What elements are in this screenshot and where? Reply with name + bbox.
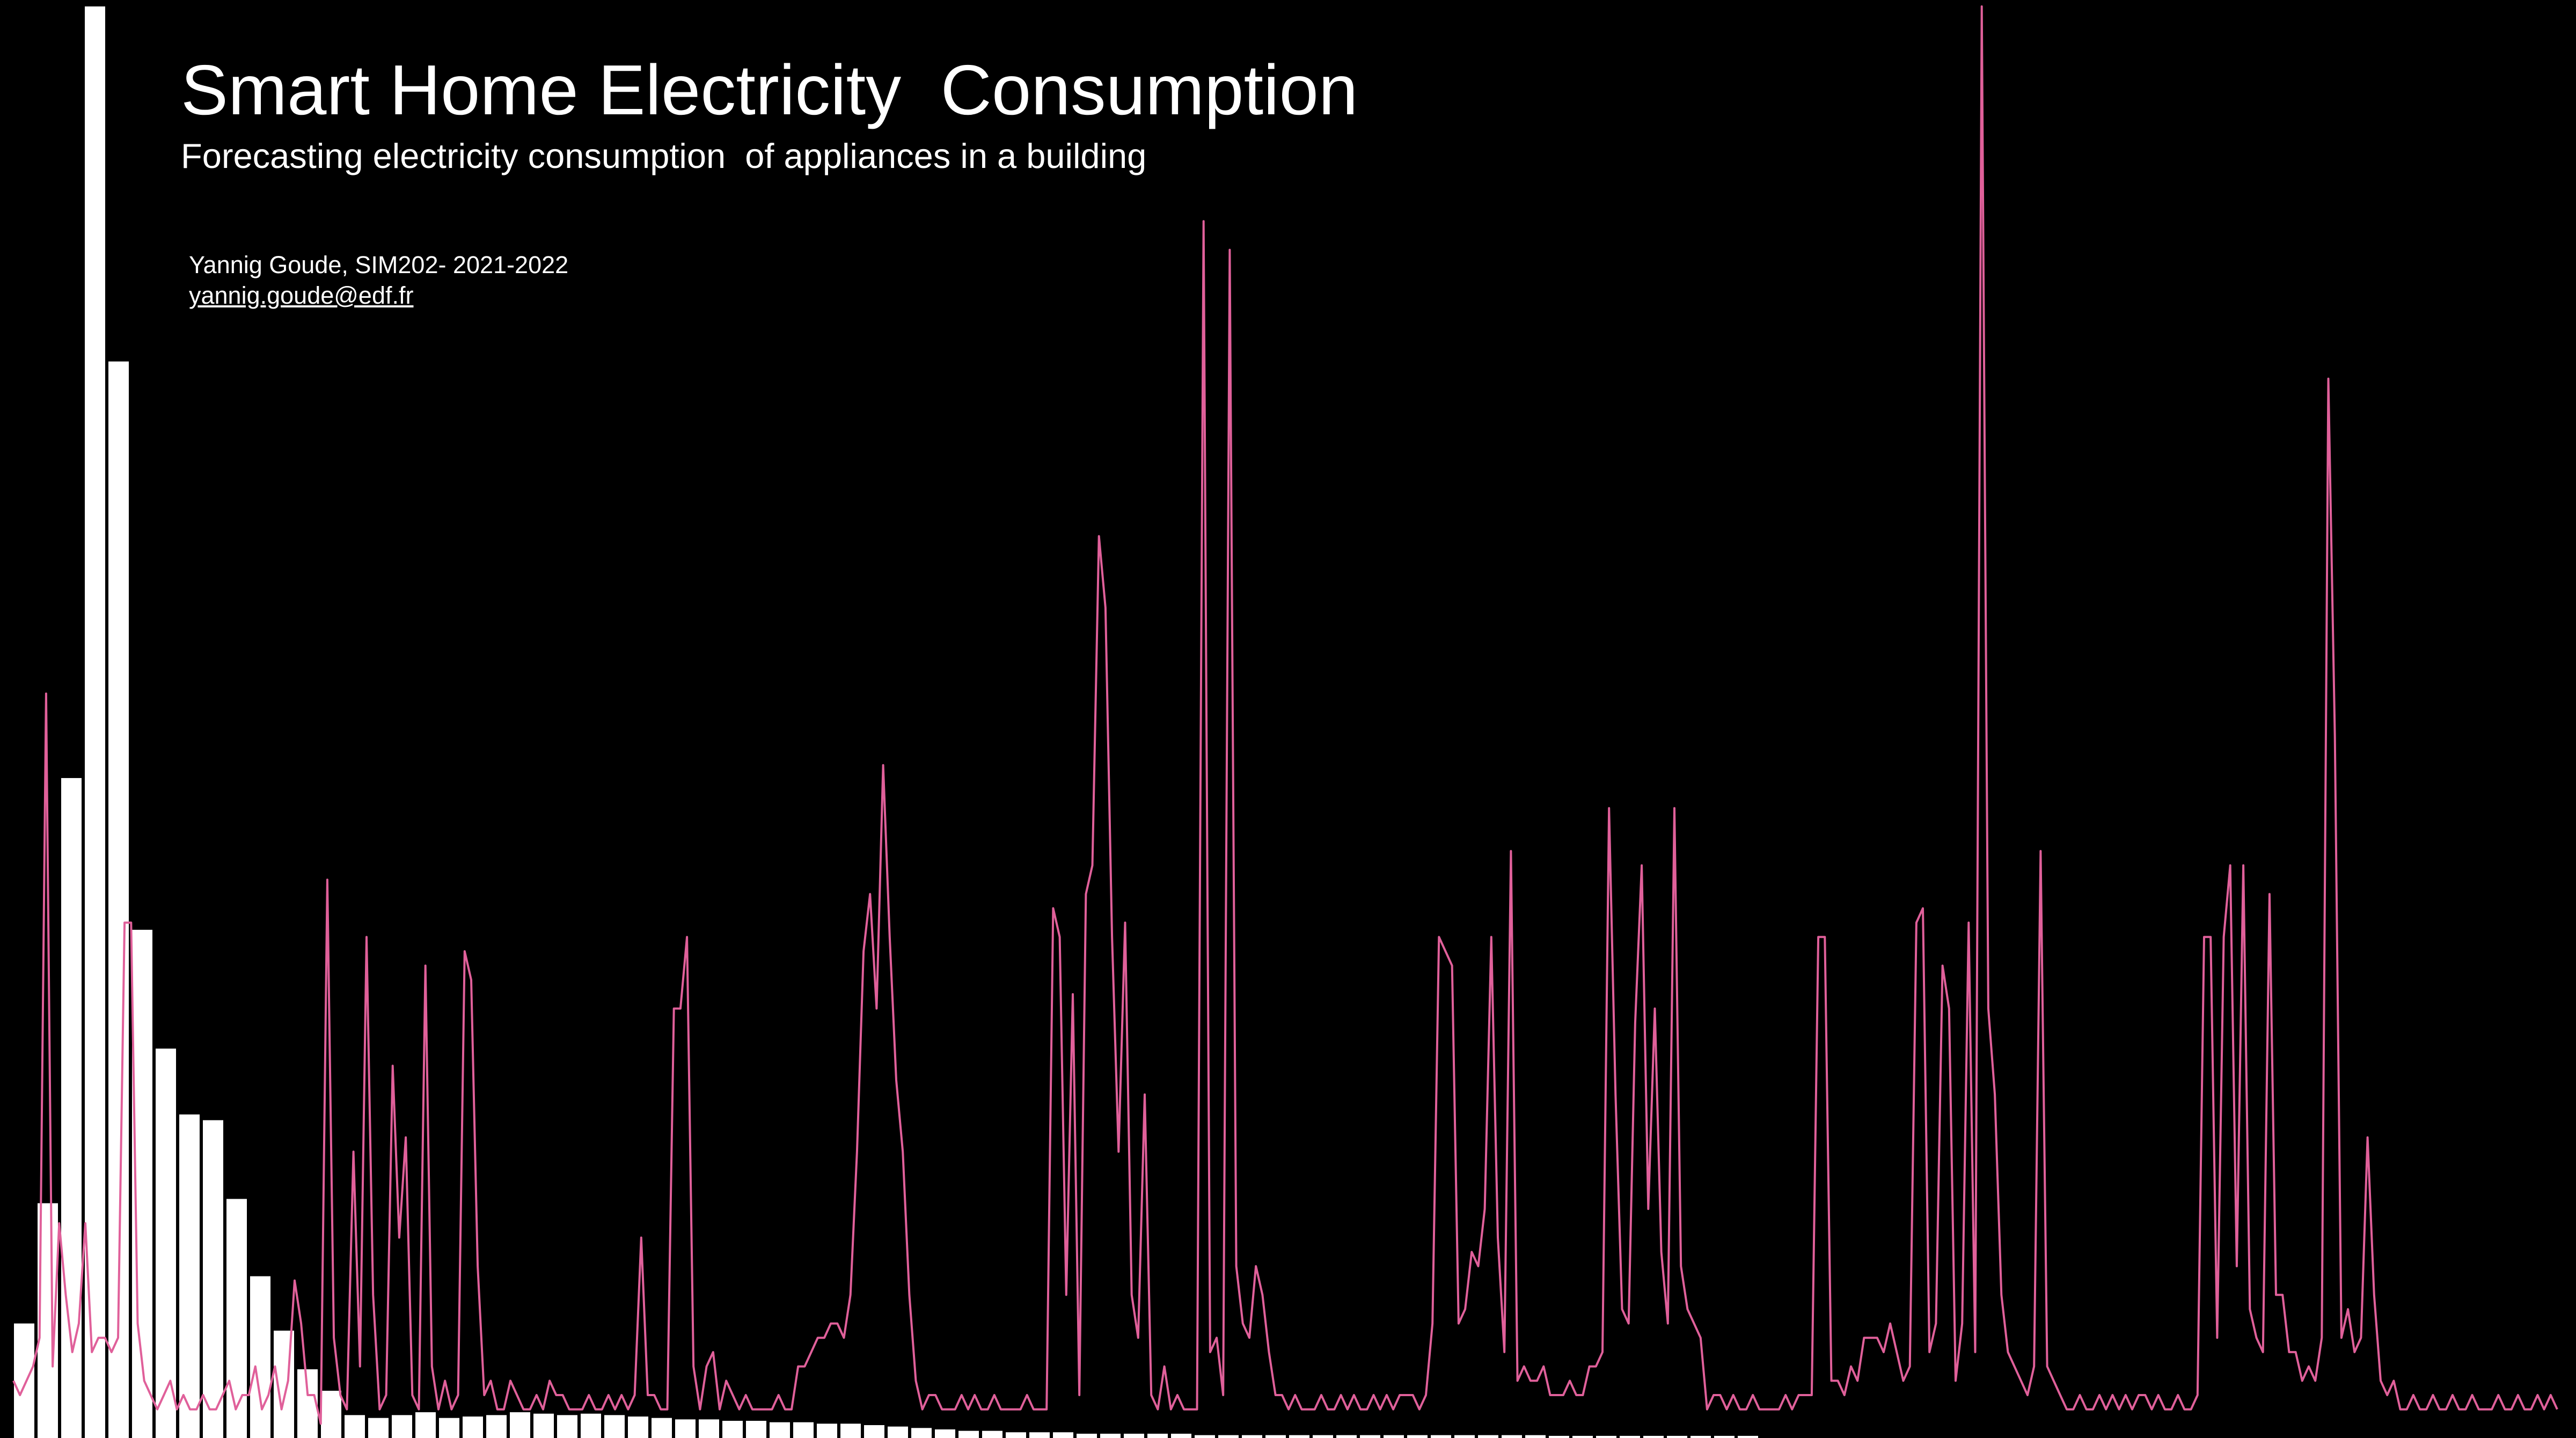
histogram-bar bbox=[297, 1369, 318, 1438]
histogram-bar bbox=[85, 6, 105, 1438]
histogram-bar bbox=[1265, 1435, 1286, 1438]
histogram-bar bbox=[770, 1422, 790, 1438]
histogram-bar bbox=[793, 1422, 814, 1438]
histogram-bar bbox=[1431, 1435, 1451, 1438]
histogram-bar bbox=[1360, 1435, 1380, 1438]
histogram-bar bbox=[415, 1412, 436, 1438]
histogram-bar bbox=[321, 1391, 341, 1438]
histogram-bar bbox=[345, 1415, 365, 1438]
histogram-bar bbox=[226, 1199, 247, 1438]
histogram-bar bbox=[888, 1427, 908, 1438]
histogram-bar bbox=[1006, 1432, 1026, 1438]
consumption-series bbox=[13, 6, 2557, 1424]
histogram-bar bbox=[179, 1114, 200, 1438]
histogram-bar bbox=[1053, 1432, 1073, 1438]
consumption-line bbox=[13, 6, 2557, 1424]
histogram-bar bbox=[652, 1418, 672, 1438]
histogram-bar bbox=[510, 1412, 530, 1438]
histogram-bar bbox=[533, 1414, 554, 1438]
histogram-bar bbox=[203, 1120, 223, 1438]
histogram-bar bbox=[1620, 1436, 1640, 1438]
histogram-bar bbox=[1549, 1436, 1569, 1438]
histogram-bar bbox=[817, 1424, 837, 1438]
histogram-bar bbox=[1195, 1435, 1215, 1438]
histogram-bar bbox=[699, 1419, 719, 1438]
histogram-bar bbox=[392, 1415, 412, 1438]
histogram-bar bbox=[1384, 1435, 1404, 1438]
histogram-bar bbox=[840, 1424, 861, 1438]
histogram-bar bbox=[1029, 1432, 1050, 1438]
histogram-bar bbox=[982, 1431, 1002, 1438]
histogram-bar bbox=[250, 1276, 270, 1438]
histogram-bar bbox=[1171, 1434, 1191, 1438]
histogram-bar bbox=[1242, 1435, 1262, 1438]
histogram-bar bbox=[604, 1415, 625, 1438]
histogram-bar bbox=[935, 1429, 955, 1438]
histogram-bar bbox=[1690, 1436, 1711, 1438]
histogram-bar bbox=[439, 1418, 459, 1438]
histogram-bar bbox=[1289, 1435, 1309, 1438]
histogram-bar bbox=[746, 1421, 766, 1438]
histogram-bar bbox=[1714, 1436, 1735, 1438]
histogram-bar bbox=[557, 1415, 577, 1438]
histogram-bar bbox=[722, 1421, 743, 1438]
histogram-bar bbox=[581, 1414, 601, 1438]
histogram-bar bbox=[1643, 1436, 1664, 1438]
histogram-bar bbox=[1077, 1434, 1097, 1438]
histogram-bar bbox=[1147, 1434, 1168, 1438]
histogram-bar bbox=[14, 1324, 34, 1438]
histogram-bar bbox=[1218, 1435, 1239, 1438]
histogram-bar bbox=[628, 1417, 648, 1438]
histogram-bar bbox=[864, 1425, 884, 1438]
histogram-bar bbox=[1124, 1434, 1144, 1438]
histogram-bar bbox=[675, 1419, 696, 1438]
histogram-bar bbox=[1667, 1436, 1687, 1438]
histogram-bar bbox=[1313, 1435, 1333, 1438]
histogram-bar bbox=[1596, 1436, 1616, 1438]
histogram-bar bbox=[156, 1048, 176, 1438]
histogram-bar bbox=[1336, 1435, 1357, 1438]
histogram-bar bbox=[1738, 1436, 1758, 1438]
histogram-bar bbox=[1502, 1435, 1522, 1438]
email-link[interactable]: yannig.goude@edf.fr bbox=[189, 281, 413, 310]
histogram-bar bbox=[1407, 1435, 1428, 1438]
histogram-bar bbox=[911, 1428, 932, 1438]
histogram-bar bbox=[1100, 1434, 1121, 1438]
histogram-bar bbox=[958, 1431, 979, 1438]
histogram-bar bbox=[1454, 1435, 1475, 1438]
histogram-bar bbox=[1572, 1436, 1593, 1438]
histogram-bar bbox=[486, 1415, 507, 1438]
histogram-bar bbox=[463, 1417, 483, 1438]
histogram-bar bbox=[1525, 1435, 1546, 1438]
histogram-bar bbox=[368, 1418, 389, 1438]
histogram-bar bbox=[1478, 1435, 1498, 1438]
